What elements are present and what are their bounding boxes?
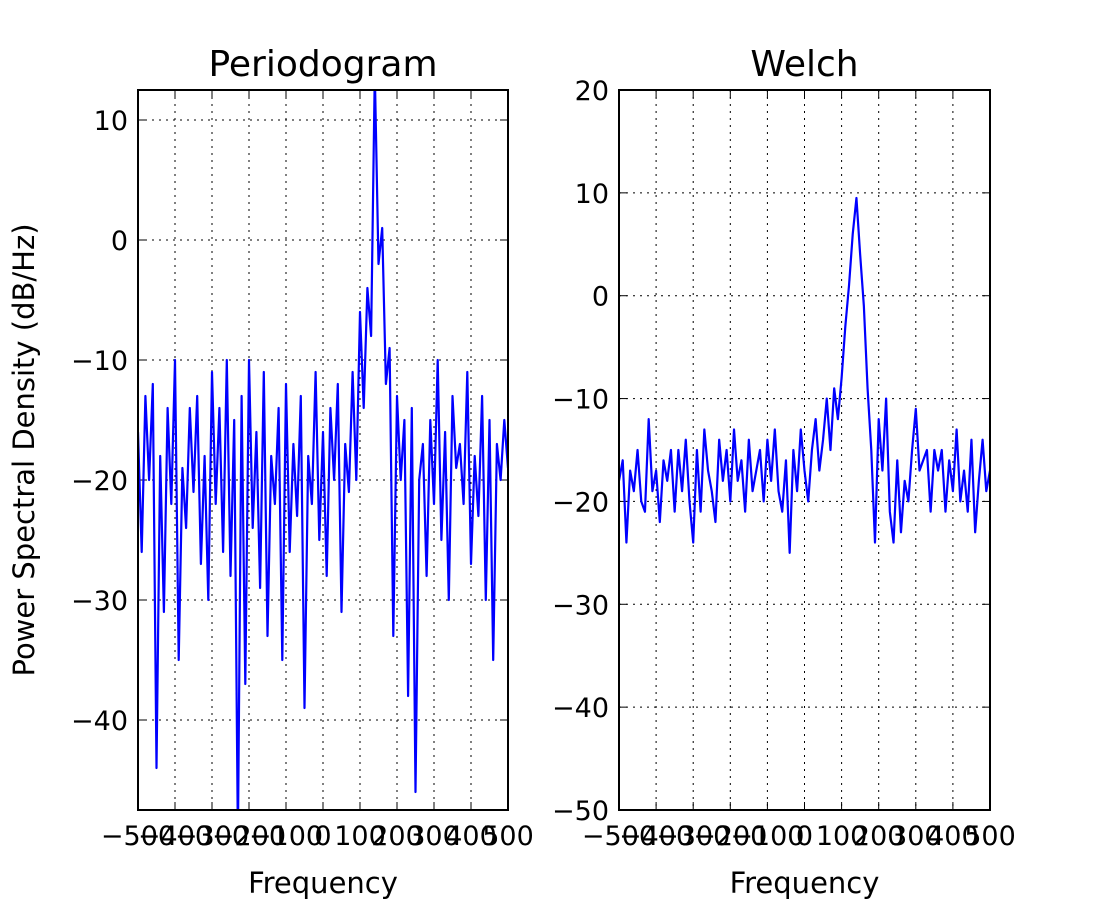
x-tick-label: 200: [371, 821, 423, 852]
y-tick-label: −50: [552, 796, 609, 827]
y-tick-label: 0: [111, 226, 128, 257]
x-tick-label: −300: [656, 821, 730, 852]
x-tick-label: −100: [249, 821, 323, 852]
x-tick-label: 200: [853, 821, 905, 852]
x-tick-label: 400: [927, 821, 979, 852]
x-tick-label: −100: [730, 821, 804, 852]
x-tick-label: 100: [334, 821, 386, 852]
plot-area: [619, 196, 990, 554]
x-tick-label: −300: [175, 821, 249, 852]
y-tick-label: 10: [575, 179, 609, 210]
y-tick-label: −40: [552, 693, 609, 724]
x-tick-label: 100: [816, 821, 868, 852]
y-tick-label: 20: [575, 76, 609, 107]
x-tick-label: 0: [314, 821, 331, 852]
psd-line: [138, 90, 508, 810]
x-tick-label: 500: [964, 821, 1016, 852]
y-tick-label: −10: [552, 385, 609, 416]
y-tick-label: 10: [94, 106, 128, 137]
x-tick-label: −500: [101, 821, 175, 852]
psd-line: [619, 196, 990, 554]
x-axis-label: Frequency: [248, 866, 398, 900]
x-axis-label: Frequency: [730, 866, 880, 900]
y-tick-label: −30: [552, 590, 609, 621]
x-tick-label: 500: [482, 821, 534, 852]
x-tick-label: −200: [212, 821, 286, 852]
y-tick-label: −10: [71, 346, 128, 377]
x-tick-label: −400: [619, 821, 693, 852]
x-tick-label: −400: [138, 821, 212, 852]
x-tick-label: −200: [693, 821, 767, 852]
y-tick-label: 0: [592, 282, 609, 313]
chart-title: Welch: [750, 44, 858, 85]
chart-title: Periodogram: [208, 44, 437, 85]
plot-area: [138, 90, 508, 810]
x-tick-label: 300: [890, 821, 942, 852]
y-tick-label: −30: [71, 586, 128, 617]
y-tick-label: −20: [552, 487, 609, 518]
x-tick-label: 300: [408, 821, 460, 852]
x-tick-label: 0: [796, 821, 813, 852]
y-tick-label: −20: [71, 466, 128, 497]
axes-frame: [137, 89, 509, 811]
axes-frame: [618, 89, 991, 811]
y-axis-label: Power Spectral Density (dB/Hz): [7, 223, 41, 676]
x-tick-label: 400: [445, 821, 497, 852]
x-tick-label: −500: [582, 821, 656, 852]
y-tick-label: −40: [71, 706, 128, 737]
